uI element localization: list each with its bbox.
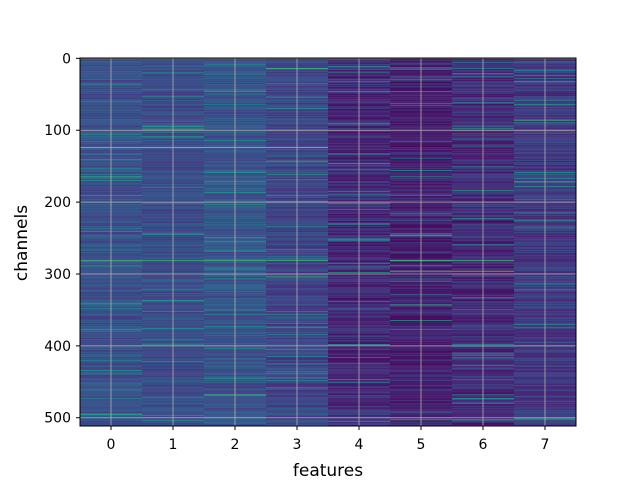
x-tick-label: 5	[417, 437, 426, 453]
y-tick-label: 100	[44, 123, 71, 139]
x-tick-label: 6	[479, 437, 488, 453]
y-tick-label: 300	[44, 267, 71, 283]
x-tick-label: 1	[169, 437, 178, 453]
x-axis-ticks: 0 1 2 3 4 5 6 7	[107, 426, 550, 453]
gridlines	[80, 57, 576, 426]
x-tick-label: 2	[231, 437, 240, 453]
y-axis-ticks: 0 100 200 300 400 500	[44, 51, 80, 427]
heatmap-cells	[80, 58, 577, 427]
y-tick-label: 500	[44, 411, 71, 427]
y-tick-label: 400	[44, 339, 71, 355]
x-tick-label: 7	[541, 437, 550, 453]
plot-frame	[79, 57, 577, 427]
x-tick-label: 4	[355, 437, 364, 453]
x-tick-label: 0	[107, 437, 116, 453]
x-axis-title: features	[293, 461, 363, 480]
y-axis-title: channels	[12, 205, 32, 281]
y-tick-label: 0	[62, 51, 71, 67]
x-tick-label: 3	[293, 437, 302, 453]
y-tick-label: 200	[44, 195, 71, 211]
